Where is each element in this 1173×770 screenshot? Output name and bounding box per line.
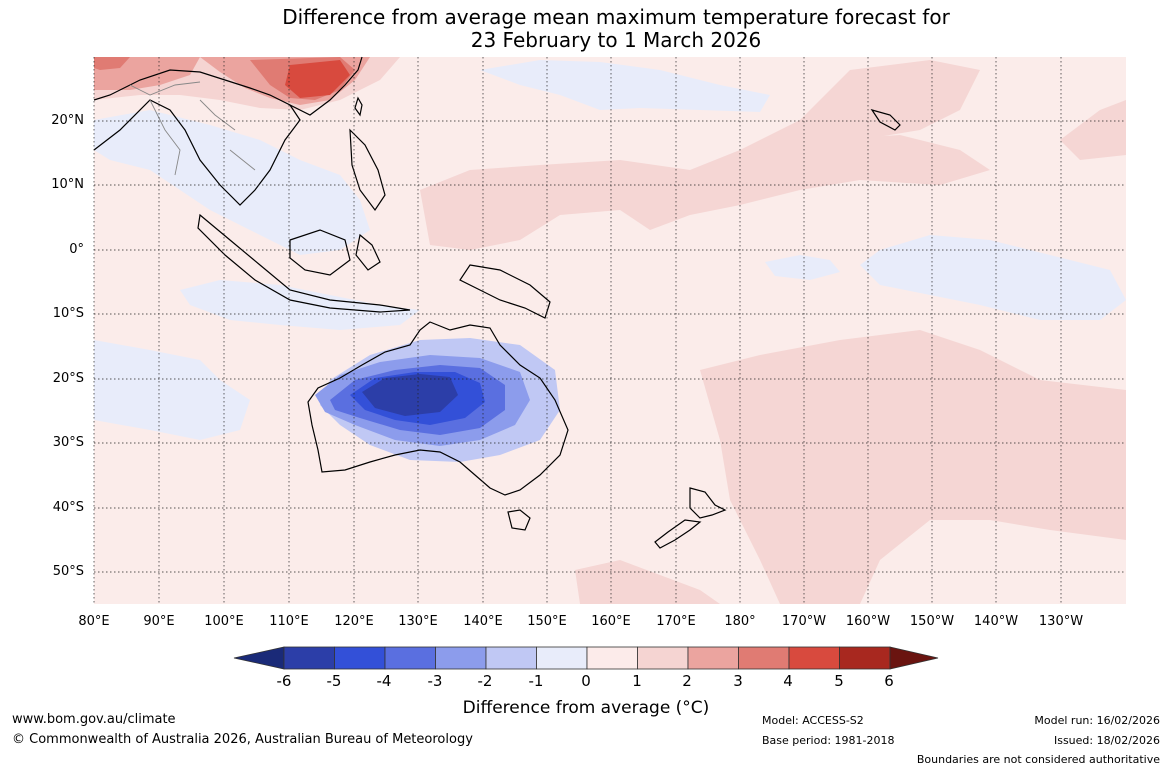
colorbar-tick-minus4: -4 — [376, 672, 392, 690]
colorbar-title: Difference from average (°C) — [462, 698, 710, 718]
colorbar-segment — [384, 646, 436, 670]
lon-label-130e: 130°E — [398, 614, 438, 629]
colorbar-tick-2: 2 — [682, 672, 692, 690]
colorbar-segment — [283, 646, 335, 670]
colorbar-segment — [334, 646, 386, 670]
lon-label-180: 180° — [724, 614, 756, 629]
map-title-line-2: 23 February to 1 March 2026 — [470, 28, 762, 52]
lat-label-0: 0° — [69, 242, 84, 257]
hawaii-coastline — [870, 108, 901, 131]
sulawesi-coastline — [355, 233, 381, 271]
lon-label-120e: 120°E — [334, 614, 374, 629]
anomaly-area-warm-asia-5 — [285, 60, 350, 98]
lon-label-140w: 140°W — [973, 614, 1019, 629]
lat-label-10s: 10°S — [52, 306, 84, 321]
colorbar — [233, 646, 939, 670]
anomaly-area-plus1-far-east — [1060, 100, 1126, 160]
colorbar-extend-high — [889, 646, 939, 670]
anomaly-area-plus1-pacific-north — [420, 135, 990, 250]
colorbar-tick-3: 3 — [733, 672, 743, 690]
anomaly-area-plus1-pacific-upper — [740, 60, 980, 150]
lat-label-40s: 40°S — [52, 500, 84, 515]
colorbar-tick-6: 6 — [884, 672, 894, 690]
colorbar-tick-minus1: -1 — [528, 672, 544, 690]
borneo-coastline — [289, 229, 351, 276]
graticule — [93, 57, 1126, 604]
new-guinea-coastline — [459, 264, 551, 319]
colorbar-tick-5: 5 — [834, 672, 844, 690]
lat-label-10n: 10°N — [51, 177, 84, 192]
philippines-coastline — [349, 128, 386, 212]
colorbar-segment — [637, 646, 689, 670]
colorbar-segment — [586, 646, 638, 670]
colorbar-tick-4: 4 — [783, 672, 793, 690]
anomaly-area-minus1-southeast-asia — [94, 110, 370, 255]
anomaly-area-minus1-pacific-north — [480, 60, 770, 112]
colorbar-tick-1: 1 — [632, 672, 642, 690]
anomaly-area-cool-australia-5 — [362, 374, 458, 416]
lon-label-130w: 130°W — [1038, 614, 1084, 629]
colorbar-segment — [839, 646, 891, 670]
anomaly-area-minus1-maritime — [180, 280, 420, 330]
anomaly-area-minus1-indian-west — [94, 340, 250, 440]
colorbar-tick-minus5: -5 — [326, 672, 342, 690]
australia-coastline — [307, 321, 569, 496]
colorbar-tick-minus6: -6 — [276, 672, 292, 690]
colorbar-tick-minus2: -2 — [477, 672, 493, 690]
colorbar-segment — [687, 646, 739, 670]
taiwan-coastline — [354, 96, 363, 117]
copyright-notice: © Commonwealth of Australia 2026, Austra… — [12, 732, 473, 747]
lat-label-30s: 30°S — [52, 435, 84, 450]
colorbar-tick-0: 0 — [581, 672, 591, 690]
colorbar-segment — [485, 646, 537, 670]
lon-label-140e: 140°E — [463, 614, 503, 629]
land-borders — [129, 81, 256, 176]
new-zealand-coastline — [654, 487, 727, 549]
anomaly-area-minus1-pacific-east — [860, 235, 1126, 320]
colorbar-segment — [435, 646, 487, 670]
colorbar-segment — [536, 646, 588, 670]
lon-label-170e: 170°E — [656, 614, 696, 629]
base-period: Base period: 1981-2018 — [762, 734, 895, 747]
anomaly-area-plus1-pacific-south — [700, 330, 1126, 604]
lon-label-170w: 170°W — [781, 614, 827, 629]
lon-label-80e: 80°E — [78, 614, 110, 629]
sumatra-java-coastline — [197, 213, 411, 313]
boundaries-disclaimer: Boundaries are not considered authoritat… — [916, 753, 1160, 766]
colorbar-segment — [738, 646, 790, 670]
anomaly-area-warm-asia-6 — [94, 57, 130, 70]
tasmania-coastline — [507, 509, 531, 531]
lon-label-160e: 160°E — [591, 614, 631, 629]
indochina-coastline — [93, 69, 301, 206]
colorbar-extend-low — [233, 646, 285, 670]
anomaly-area-minus1-pacific-spot — [765, 255, 840, 280]
model-name: Model: ACCESS-S2 — [762, 714, 864, 727]
colorbar-tick-minus3: -3 — [427, 672, 443, 690]
lon-label-90e: 90°E — [143, 614, 175, 629]
model-run-date: Model run: 16/02/2026 — [1034, 714, 1160, 727]
lon-label-110e: 110°E — [269, 614, 309, 629]
lon-label-100e: 100°E — [204, 614, 244, 629]
lat-label-20s: 20°S — [52, 371, 84, 386]
lon-label-150e: 150°E — [527, 614, 567, 629]
map-title-line-1: Difference from average mean maximum tem… — [282, 5, 950, 29]
china-coastline — [289, 56, 363, 116]
issued-date: Issued: 18/02/2026 — [1053, 734, 1160, 747]
lon-label-150w: 150°W — [909, 614, 955, 629]
lat-label-20n: 20°N — [51, 113, 84, 128]
lat-label-50s: 50°S — [52, 564, 84, 579]
lon-label-160w: 160°W — [845, 614, 891, 629]
colorbar-segment — [788, 646, 840, 670]
bom-url[interactable]: www.bom.gov.au/climate — [12, 712, 176, 727]
